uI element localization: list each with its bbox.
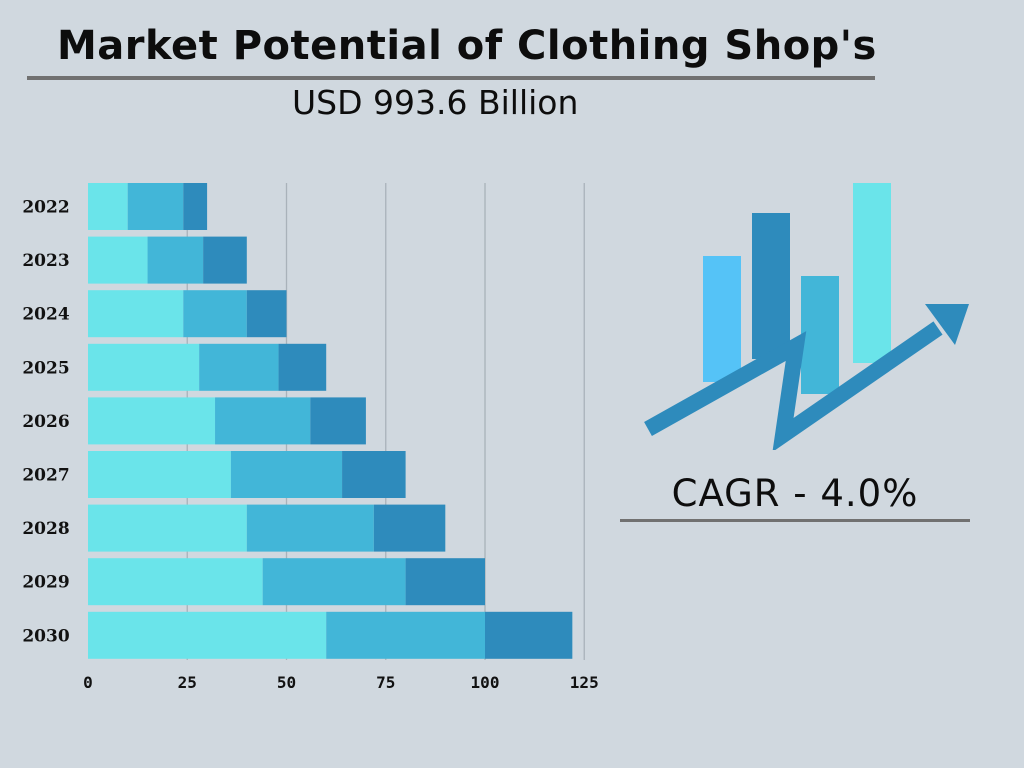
bar-segment-2026-1 [88,397,216,445]
y-category-label: 2025 [22,358,69,378]
bar-segment-2023-3 [203,236,247,284]
y-category-label: 2028 [22,519,69,539]
bar-segment-2022-1 [88,183,128,230]
cagr-label: CAGR - 4.0% [671,472,919,515]
bar-segment-2023-2 [147,236,204,284]
bar-segment-2029-3 [405,558,485,606]
bar-segment-2028-2 [246,504,374,552]
bar-segment-2030-3 [485,611,573,659]
bar-segment-2025-2 [199,343,279,391]
y-category-label: 2027 [22,466,69,486]
bar-segment-2027-2 [230,451,343,498]
icon-bar-4 [853,183,891,363]
bar-segment-2028-1 [88,504,247,552]
y-category-label: 2022 [22,198,69,218]
y-category-label: 2029 [22,573,69,593]
x-tick-label: 25 [178,673,197,692]
y-category-label: 2030 [22,626,69,646]
y-category-label: 2026 [22,412,69,432]
x-tick-label: 100 [471,673,500,692]
bar-segment-2022-3 [183,183,208,230]
bar-segment-2025-3 [278,343,327,391]
bar-segment-2025-1 [88,343,200,391]
cagr-underline [620,519,970,522]
bar-segment-2030-1 [88,611,327,659]
y-category-label: 2023 [22,251,69,271]
page-title: Market Potential of Clothing Shop's [57,23,877,69]
bar-chart-up-arrow-icon [644,183,969,450]
bar-segment-2023-1 [88,236,148,284]
bar-segment-2028-3 [373,504,446,552]
bar-segment-2029-2 [262,558,406,606]
x-tick-label: 75 [376,673,395,692]
bar-segment-2026-2 [215,397,311,445]
trend-arrow-head [925,304,969,345]
bar-segment-2024-3 [246,290,287,338]
trend-arrow-line [644,321,943,450]
bar-segment-2027-1 [88,451,231,498]
icon-bar-2 [752,213,790,359]
y-category-label: 2024 [22,305,69,325]
bar-segment-2027-3 [342,451,406,498]
bar-segment-2026-3 [310,397,366,445]
x-tick-label: 50 [277,673,296,692]
x-tick-label: 0 [83,673,93,692]
bar-segment-2022-2 [127,183,184,230]
bar-segment-2030-2 [326,611,485,659]
bar-segment-2024-2 [183,290,247,338]
bar-segment-2029-1 [88,558,263,606]
bar-segment-2024-1 [88,290,184,338]
icon-bar-3 [801,276,839,394]
stacked-bar-chart: 2022 2023 2024 2025 2026 2027 2028 2029 2030 0 25… [22,183,599,692]
title-underline [27,76,875,80]
icon-bar-1 [703,256,741,382]
x-tick-label: 125 [570,673,599,692]
market-size-subtitle: USD 993.6 Billion [292,83,579,122]
